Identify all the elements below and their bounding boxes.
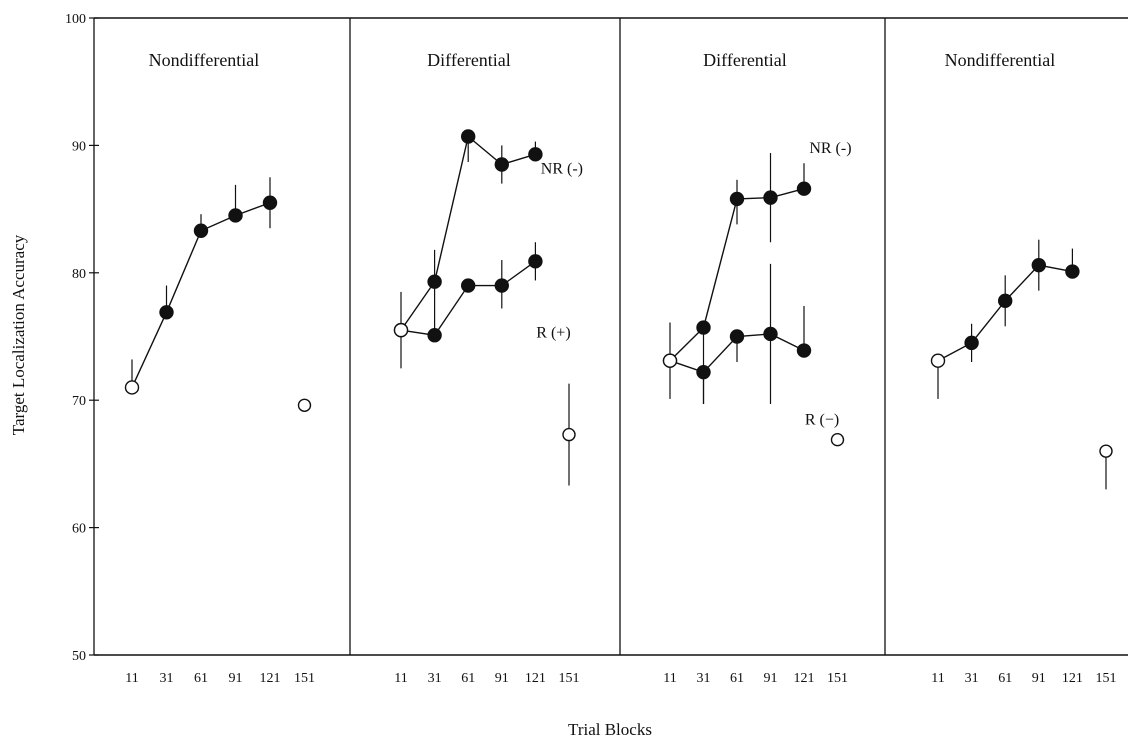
panel-title: Nondifferential xyxy=(149,50,260,70)
filled-data-point xyxy=(796,181,812,196)
filled-data-point xyxy=(427,328,442,343)
filled-data-point xyxy=(1031,257,1047,273)
y-tick-label: 60 xyxy=(72,522,86,537)
y-tick-label: 90 xyxy=(72,139,86,154)
filled-data-point xyxy=(461,129,476,144)
x-tick-label: 61 xyxy=(730,671,744,686)
panel-1: Nondifferential 11 31 61 91 121 151 xyxy=(124,50,315,686)
series-2: R (+) xyxy=(393,242,571,343)
filled-data-point xyxy=(763,190,778,205)
filled-data-point xyxy=(796,343,812,358)
x-tick-label: 11 xyxy=(394,671,407,686)
filled-data-point xyxy=(494,278,509,293)
x-tick-label: 151 xyxy=(1096,671,1117,686)
x-tick-label: 121 xyxy=(1062,671,1083,686)
x-tick-label: 31 xyxy=(160,671,174,686)
x-tick-label: 61 xyxy=(998,671,1012,686)
x-tick-label: 151 xyxy=(294,671,315,686)
panel-2: Differential 11 31 61 91 121 151 NR (-) R (+) xyxy=(393,50,583,686)
open-data-point xyxy=(1099,444,1113,458)
x-tick-label: 31 xyxy=(428,671,442,686)
filled-data-point xyxy=(159,305,174,320)
open-data-point xyxy=(297,398,312,412)
series-1 xyxy=(124,177,278,395)
x-axis-title: Trial Blocks xyxy=(568,720,652,739)
filled-data-point xyxy=(461,278,476,293)
x-tick-label: 31 xyxy=(697,671,711,686)
filled-data-point xyxy=(528,254,543,269)
y-tick-label: 100 xyxy=(65,12,86,27)
y-tick-label: 50 xyxy=(72,649,86,664)
x-tick-label: 61 xyxy=(461,671,475,686)
filled-data-point xyxy=(729,329,745,344)
series-1: NR (-) xyxy=(393,129,583,369)
series-label: NR (-) xyxy=(809,140,851,157)
series-1 xyxy=(930,239,1080,399)
x-tick-label: 11 xyxy=(663,671,676,686)
series-line xyxy=(400,135,536,331)
panel-4: Nondifferential 11 31 61 91 121 151 xyxy=(930,50,1117,686)
filled-data-point xyxy=(193,223,209,238)
filled-data-point xyxy=(696,364,711,380)
filled-data-point xyxy=(427,274,442,289)
x-tick-label: 31 xyxy=(965,671,979,686)
series-label: NR (-) xyxy=(541,160,583,177)
x-tick-label: 91 xyxy=(764,671,778,686)
filled-data-point xyxy=(964,335,979,351)
x-tick-label: 11 xyxy=(931,671,944,686)
series-2: R (−) xyxy=(662,263,839,428)
open-data-point xyxy=(830,432,845,447)
series-line xyxy=(400,260,536,336)
y-tick-label: 80 xyxy=(72,267,86,282)
filled-data-point xyxy=(998,293,1013,309)
filled-data-point xyxy=(528,147,543,162)
x-tick-label: 61 xyxy=(194,671,208,686)
y-tick-label: 70 xyxy=(72,394,86,409)
x-tick-label: 121 xyxy=(260,671,281,686)
filled-data-point xyxy=(228,208,243,223)
x-tick-label: 91 xyxy=(495,671,509,686)
filled-data-point xyxy=(262,195,278,210)
panel-title: Differential xyxy=(703,50,787,70)
y-axis: 50 60 70 80 90 100 xyxy=(65,12,1128,664)
filled-data-point xyxy=(494,157,509,172)
x-tick-label: 11 xyxy=(125,671,138,686)
open-data-point xyxy=(562,427,576,442)
open-data-point xyxy=(124,380,140,395)
x-tick-label: 151 xyxy=(827,671,848,686)
panel-title: Differential xyxy=(427,50,511,70)
panel-3: Differential 11 31 61 91 121 151 NR (-) R (−) xyxy=(662,50,852,686)
filled-data-point xyxy=(729,191,745,207)
series-label: R (+) xyxy=(536,325,570,342)
open-data-point xyxy=(393,322,409,338)
filled-data-point xyxy=(696,320,711,335)
filled-data-point xyxy=(763,326,778,342)
y-axis-title: Target Localization Accuracy xyxy=(9,234,28,435)
series-1: NR (-) xyxy=(662,140,852,405)
x-tick-label: 91 xyxy=(1032,671,1046,686)
filled-data-point xyxy=(1065,264,1080,279)
x-tick-label: 121 xyxy=(525,671,546,686)
open-data-point xyxy=(930,353,946,368)
panel-title: Nondifferential xyxy=(945,50,1056,70)
series-label: R (−) xyxy=(805,411,839,428)
x-tick-label: 121 xyxy=(794,671,815,686)
open-data-point xyxy=(662,353,678,368)
x-tick-label: 151 xyxy=(559,671,580,686)
x-tick-label: 91 xyxy=(229,671,243,686)
